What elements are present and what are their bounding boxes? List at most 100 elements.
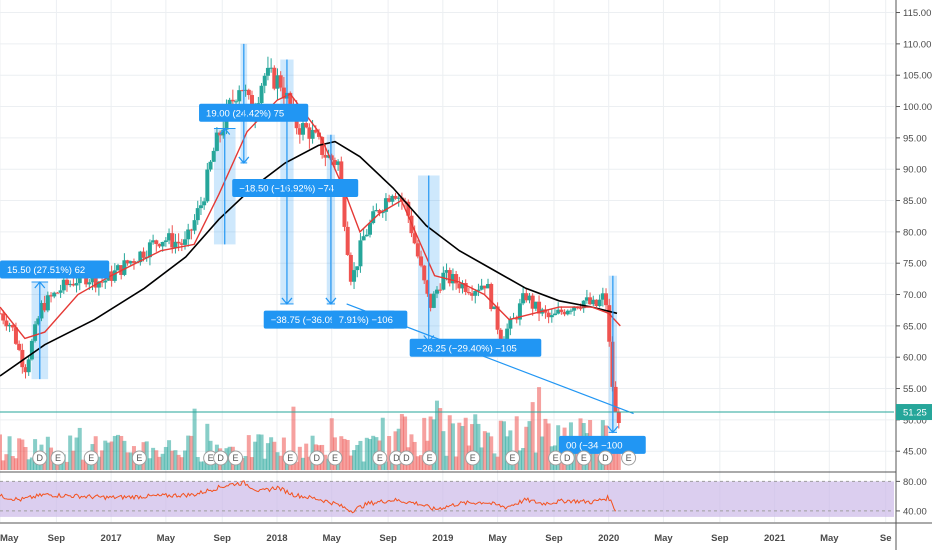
volume-bar [434,400,439,470]
candle-body [486,283,491,289]
volume-bar [326,458,331,470]
candle-body [307,127,312,139]
volume-bar [125,452,130,470]
candle-body [568,310,573,312]
dividend-marker[interactable] [597,450,613,466]
measure-label-box[interactable] [232,179,359,197]
marker-letter: E [377,453,383,463]
measure-label-box[interactable] [199,103,309,122]
candle-body [450,274,455,284]
earnings-marker[interactable] [465,450,481,466]
candle-body [425,280,430,294]
candle-body [116,265,121,271]
candle-body [482,285,487,289]
time-tick-label: 2020 [598,533,619,544]
volume-bar [221,460,226,470]
price-tick-label: 100.00 [903,102,932,113]
earnings-marker[interactable] [422,450,438,466]
volume-bar [243,456,248,470]
candle-body [7,324,12,327]
dividend-marker[interactable] [398,450,414,466]
rsi-tick-label: 80.00 [903,477,927,488]
candle-body [434,289,439,294]
volume-bar [281,437,286,470]
time-tick-label: Sep [379,533,397,544]
volume-bar [415,456,420,470]
candlesticks [0,56,621,429]
volume-bar [524,426,529,470]
earnings-marker[interactable] [372,450,388,466]
candle-body [533,301,538,309]
time-tick-label: May [322,533,341,544]
volume-bar [403,416,408,470]
volume-bar [307,456,312,470]
candle-body [463,282,468,293]
volume-bar [361,461,366,470]
earnings-marker[interactable] [327,450,343,466]
volume-bar [336,460,341,470]
volume-bar [441,431,446,470]
earnings-marker[interactable] [83,450,99,466]
volume-bar [157,456,162,470]
earnings-marker[interactable] [282,450,298,466]
volume-bar [74,437,79,470]
time-tick-label: May [488,533,507,544]
earnings-marker[interactable] [621,450,637,466]
candle-body [33,324,38,341]
candle-body [549,315,554,318]
candle-body [368,223,373,235]
volume-bar [112,435,117,470]
measure-label: 15.50 (27.51%) 62 [7,265,85,276]
earnings-marker[interactable] [505,450,521,466]
price-tick-label: 75.00 [903,259,927,270]
measure-label-box[interactable] [0,260,110,279]
volume-bar [71,450,76,470]
candle-body [163,240,168,242]
candle-body [29,340,34,360]
candle-body [336,161,341,165]
dividend-marker[interactable] [213,450,229,466]
candle-body [125,260,130,264]
candle-body [42,302,47,311]
candle-body [498,329,503,344]
earnings-marker[interactable] [576,450,592,466]
volume-bar [616,441,621,470]
volume-bar [412,441,417,470]
earnings-marker[interactable] [50,450,66,466]
volume-bar [390,459,395,470]
candle-body [444,270,449,273]
dividend-marker[interactable] [32,450,48,466]
candle-body [52,292,57,297]
volume-bar [154,450,159,470]
volume-bar [594,446,599,470]
volume-bar [167,440,172,470]
dividend-marker[interactable] [309,450,325,466]
candle-body [147,242,152,258]
measure-label-box[interactable] [331,310,408,329]
candle-body [316,132,321,137]
candle-body [581,300,586,309]
measure-label-box[interactable] [558,435,646,454]
marker-letter: E [581,453,587,463]
candle-body [221,129,226,136]
earnings-marker[interactable] [131,450,147,466]
marker-letter: E [626,453,632,463]
price-tick-label: 60.00 [903,353,927,364]
volume-bar [265,443,270,470]
candle-body [399,197,404,202]
volume-bar [428,416,433,470]
marker-letter: E [470,453,476,463]
earnings-marker[interactable] [228,450,244,466]
volume-bar [249,457,254,470]
candle-body [103,280,108,283]
dividend-marker[interactable] [559,450,575,466]
candle-body [1,313,6,321]
volume-bar [345,439,350,470]
volume-bar [482,431,487,470]
measure-label-box[interactable] [409,338,542,357]
marker-letter: E [553,453,559,463]
